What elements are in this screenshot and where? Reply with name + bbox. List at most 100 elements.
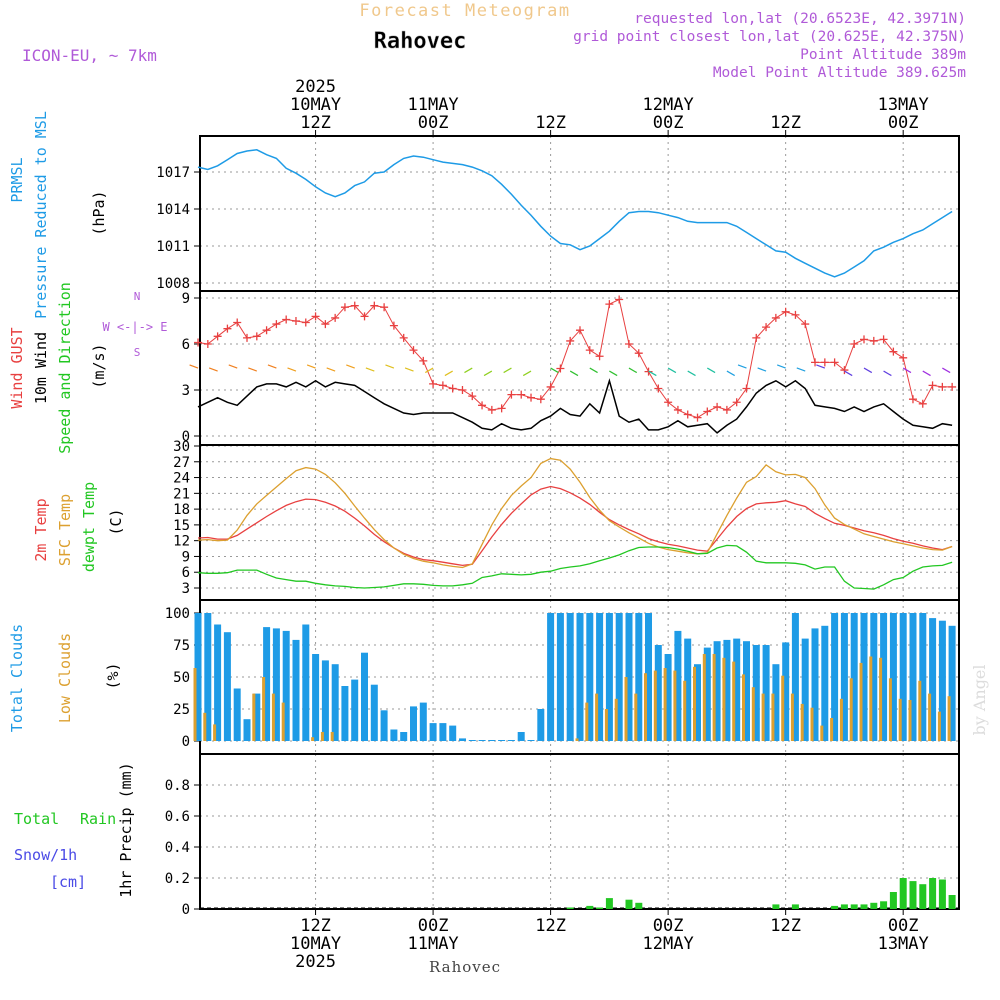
time-label-bottom: 2025 xyxy=(295,952,336,972)
panel-frame xyxy=(199,135,960,292)
y-axis-label: (m/s) xyxy=(90,343,108,388)
time-label-bottom: 10MAY xyxy=(290,934,341,954)
wind-direction-arrow xyxy=(737,364,747,369)
gust-point xyxy=(517,390,526,399)
time-label-bottom: 00Z xyxy=(888,916,919,936)
total-clouds-bar xyxy=(762,645,770,741)
total-clouds-bar xyxy=(439,723,447,741)
time-label-bottom: 13MAY xyxy=(878,934,929,954)
wind-direction-arrow xyxy=(326,367,336,372)
total-clouds-bar xyxy=(596,613,604,741)
total-clouds-bar xyxy=(468,740,476,741)
gust-point xyxy=(527,393,536,402)
gust-point xyxy=(262,326,271,335)
rain-bar xyxy=(791,904,799,909)
gust-point xyxy=(752,333,761,342)
header: Forecast Meteogram Rahovec ICON-EU, ~ 7k… xyxy=(22,1,966,81)
y-axis-label: (hPa) xyxy=(90,190,108,235)
total-clouds-bar xyxy=(664,654,672,741)
wind-direction-arrow xyxy=(569,370,579,377)
wind-direction-arrow xyxy=(208,367,218,372)
total-clouds-bar xyxy=(507,740,515,741)
rain-bar xyxy=(566,907,574,909)
credit-watermark: by Angel xyxy=(970,664,989,735)
gust-point xyxy=(869,336,878,345)
pressure-label: PRMSL xyxy=(8,157,26,202)
rain-bar xyxy=(909,881,917,909)
total-clouds-bar xyxy=(517,732,525,741)
low-clouds-bar xyxy=(575,738,579,741)
low-clouds-label: Low Clouds xyxy=(56,633,74,723)
low-clouds-bar xyxy=(614,698,618,741)
total-clouds-bar xyxy=(674,630,682,741)
total-clouds-bar xyxy=(654,645,662,741)
low-clouds-bar xyxy=(585,702,589,741)
total-clouds-bar xyxy=(361,652,368,741)
rain-bar xyxy=(625,899,633,909)
total-clouds-bar xyxy=(635,613,643,741)
wind-direction-arrow xyxy=(550,367,559,374)
low-clouds-bar xyxy=(898,698,902,741)
total-clouds-bar xyxy=(547,613,555,741)
rain-bar xyxy=(899,878,907,909)
y-tick-label: 6 xyxy=(182,565,190,581)
total-clouds-bar xyxy=(811,628,819,741)
gust-point xyxy=(830,358,839,367)
low-clouds-bar xyxy=(320,732,324,741)
time-label-bottom: 12MAY xyxy=(643,934,694,954)
low-clouds-bar xyxy=(693,666,696,741)
low-clouds-bar xyxy=(330,732,334,741)
y-tick-label: 9 xyxy=(182,291,190,307)
gust-point xyxy=(331,313,340,322)
low-clouds-bar xyxy=(193,668,197,741)
gust-point xyxy=(585,346,594,355)
temp-2m-label: 2m Temp xyxy=(32,498,50,561)
time-label-top: 00Z xyxy=(888,113,919,133)
total-clouds-bar xyxy=(223,632,231,741)
wind-direction-arrow xyxy=(346,364,355,369)
gust-point xyxy=(703,407,712,416)
wind-direction-arrow xyxy=(667,367,677,374)
total-clouds-bar xyxy=(723,639,731,741)
y-axis-label: 1hr Precip (mm) xyxy=(117,762,135,897)
time-label-top: 10MAY xyxy=(290,95,341,115)
y-tick-label: 25 xyxy=(173,702,190,718)
panel-pressure: 1008 1011 1014 1017 xyxy=(156,135,960,292)
y-tick-label: 100 xyxy=(165,606,190,622)
low-clouds-bar xyxy=(928,693,932,741)
total-clouds-bar xyxy=(694,664,701,741)
total-clouds-bar xyxy=(302,624,310,741)
gust-point xyxy=(233,318,242,327)
total-clouds-bar xyxy=(243,719,251,741)
gust-point xyxy=(683,410,692,419)
y-tick-label: 3 xyxy=(182,383,190,399)
wind-direction-arrow xyxy=(444,370,453,377)
gust-point xyxy=(801,320,810,329)
gust-point xyxy=(321,320,330,329)
gust-point xyxy=(223,324,232,333)
rain-bar xyxy=(586,905,594,909)
wind-direction-arrow xyxy=(902,367,912,374)
compass-west-east: W <-|-> E xyxy=(102,320,167,334)
y-tick-label: 21 xyxy=(173,486,190,502)
dewpt-temp-label: dewpt Temp xyxy=(80,482,98,572)
gust-point xyxy=(615,295,624,304)
low-clouds-bar xyxy=(869,656,873,741)
total-clouds-bar xyxy=(253,693,261,741)
gust-point xyxy=(340,303,349,312)
gust-line xyxy=(197,298,953,419)
time-label-top: 12MAY xyxy=(643,95,694,115)
panel-labels: PRMSL Pressure Reduced to MSL (hPa) Wind GU… xyxy=(8,111,168,898)
total-clouds-bar xyxy=(292,639,300,741)
gust-point xyxy=(507,390,516,399)
low-clouds-bar xyxy=(810,707,814,741)
total-clouds-bar xyxy=(948,625,956,741)
gust-point xyxy=(370,301,379,310)
gust-point xyxy=(360,312,369,321)
wind-direction-arrow xyxy=(385,364,395,369)
total-clouds-bar xyxy=(321,660,329,741)
gust-point xyxy=(468,392,477,401)
gust-point xyxy=(791,310,800,319)
total-clouds-bar xyxy=(351,679,359,741)
